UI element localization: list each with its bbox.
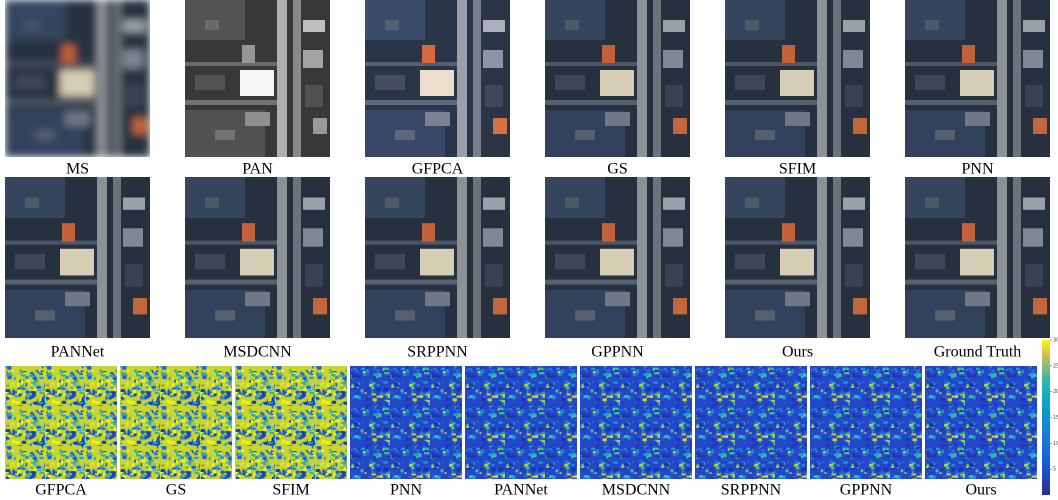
satellite-image	[365, 0, 510, 157]
colorbar	[1042, 340, 1050, 495]
panel-label: Ground Truth	[934, 344, 1022, 361]
image-panel	[545, 177, 690, 338]
colorbar-tick-label: 30	[1053, 338, 1058, 344]
panel-label: PNN	[390, 482, 422, 499]
error-map	[465, 366, 577, 479]
satellite-image	[5, 0, 150, 157]
image-panel	[905, 0, 1050, 157]
image-panel	[5, 0, 150, 157]
panel-label: MSDCNN	[602, 482, 671, 499]
panel-label: PANNet	[494, 482, 548, 499]
image-panel	[725, 177, 870, 338]
satellite-image	[905, 177, 1050, 338]
satellite-image	[545, 177, 690, 338]
image-panel	[5, 366, 117, 479]
image-panel	[185, 177, 330, 338]
error-map	[120, 366, 232, 479]
colorbar-tick-label: 25	[1053, 363, 1058, 369]
image-panel	[580, 366, 692, 479]
panel-label: GS	[607, 161, 627, 178]
satellite-image	[725, 0, 870, 157]
error-map	[695, 366, 807, 479]
error-map	[5, 366, 117, 479]
panel-label: MS	[66, 161, 89, 178]
error-map	[580, 366, 692, 479]
colorbar-tick-label: 20	[1053, 389, 1058, 395]
image-panel	[235, 366, 347, 479]
satellite-image	[725, 177, 870, 338]
image-panel	[810, 366, 922, 479]
panel-label: GPPNN	[840, 482, 893, 499]
panel-label: SFIM	[779, 161, 816, 178]
image-panel	[185, 0, 330, 157]
satellite-image	[365, 177, 510, 338]
image-panel	[725, 0, 870, 157]
panel-label: PANNet	[51, 344, 105, 361]
error-map	[235, 366, 347, 479]
panel-label: MSDCNN	[223, 344, 292, 361]
colorbar-tick-label: 5	[1053, 467, 1056, 473]
image-panel	[5, 177, 150, 338]
panel-label: GFPCA	[35, 482, 87, 499]
satellite-image	[545, 0, 690, 157]
panel-label: Ours	[965, 482, 996, 499]
colorbar-tick-label: 15	[1053, 415, 1058, 421]
error-map	[350, 366, 462, 479]
image-panel	[925, 366, 1037, 479]
image-panel	[365, 0, 510, 157]
panel-label: GS	[166, 482, 186, 499]
panel-label: SFIM	[272, 482, 309, 499]
satellite-image	[185, 0, 330, 157]
image-panel	[465, 366, 577, 479]
image-panel	[365, 177, 510, 338]
satellite-image	[185, 177, 330, 338]
figure: MS PAN GFPCA GS SFIM PNN PANNet MSDCNN SRPPNN GPP…	[0, 0, 1058, 500]
image-panel	[350, 366, 462, 479]
panel-label: GPPNN	[591, 344, 644, 361]
colorbar-tick-label: 10	[1053, 441, 1058, 447]
panel-label: PAN	[242, 161, 273, 178]
error-map	[810, 366, 922, 479]
panel-label: SRPPNN	[721, 482, 782, 499]
error-map	[925, 366, 1037, 479]
satellite-image	[905, 0, 1050, 157]
image-panel	[905, 177, 1050, 338]
panel-label: GFPCA	[412, 161, 464, 178]
image-panel	[545, 0, 690, 157]
satellite-image	[5, 177, 150, 338]
image-panel	[120, 366, 232, 479]
panel-label: Ours	[782, 344, 813, 361]
panel-label: PNN	[961, 161, 993, 178]
image-panel	[695, 366, 807, 479]
panel-label: SRPPNN	[407, 344, 468, 361]
